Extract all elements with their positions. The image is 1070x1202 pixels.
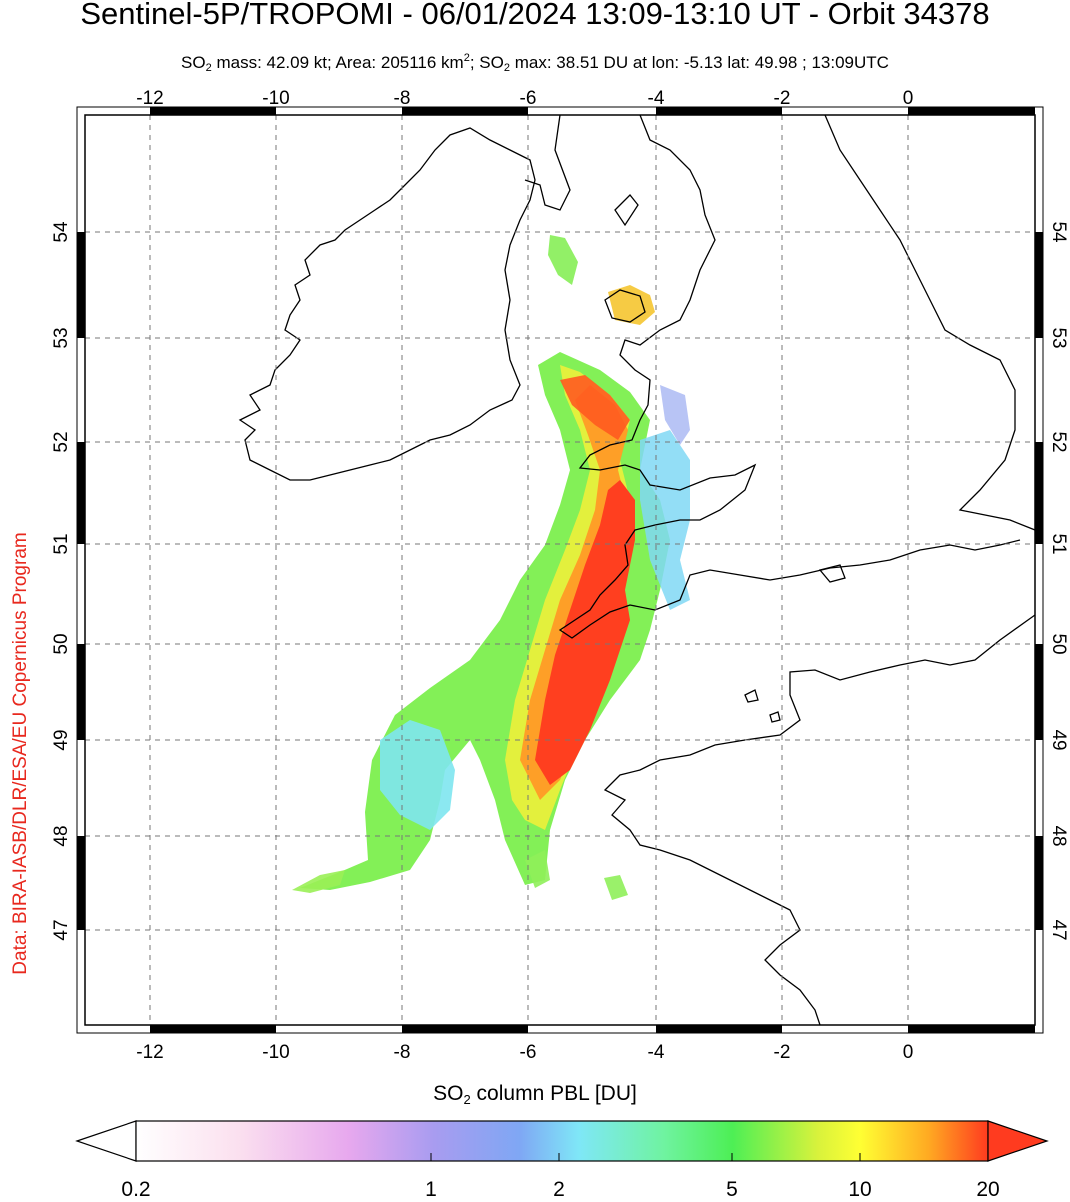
lon-label-bottom-2: -2 [774, 1042, 791, 1063]
coast-isle-of-man [614, 194, 639, 227]
lon-label-top-8: -8 [394, 88, 411, 109]
plume-cyan-west [380, 720, 455, 830]
lat-label-right-54: 54 [1048, 221, 1069, 243]
lon-label-top-2: -2 [774, 88, 791, 109]
colorbar-label-1: 1 [425, 1178, 437, 1201]
lat-label-left-49: 49 [51, 729, 72, 750]
plume-cyan-east [640, 430, 690, 610]
map-border [84, 114, 1036, 1026]
colorbar-title-sub: 2 [463, 1092, 471, 1107]
subtitle-max-text: max: 38.51 DU at lon: -5.13 lat: 49.98 ;… [510, 53, 889, 72]
coast-france [603, 614, 1035, 1025]
plume-red-core [535, 480, 635, 785]
lon-labels-bottom: -12 -10 -8 -6 -4 -2 0 [136, 1042, 913, 1063]
subtitle-max-sub: 2 [503, 62, 510, 74]
lon-label-bottom-4: -4 [648, 1042, 665, 1063]
plume-patch-sw-tail [292, 870, 345, 893]
coastlines [238, 115, 1035, 1025]
lat-label-left-54: 54 [51, 221, 72, 243]
frame-segments [77, 107, 1043, 1033]
frame-right-seg-4 [1035, 232, 1043, 338]
outer-border [76, 106, 1044, 1034]
frame-top-seg-1 [150, 107, 276, 115]
colorbar-title-prefix: SO [433, 1082, 464, 1105]
frame-left-seg-3 [77, 442, 85, 544]
subtitle-max-prefix: ; SO [469, 53, 504, 72]
lon-label-bottom-6: -6 [520, 1042, 537, 1063]
coast-channel-islands [744, 689, 781, 723]
lat-label-left-53: 53 [51, 327, 72, 348]
coast-isle-of-wight [818, 564, 846, 583]
frame-right-seg-2 [1035, 644, 1043, 740]
frame-right-seg-1 [1035, 836, 1043, 930]
colorbar-title-text: column PBL [DU] [470, 1082, 637, 1105]
plume-patch-south [525, 850, 550, 888]
coast-anglesey [604, 289, 646, 323]
coast-england-east [824, 115, 1035, 531]
graticule [85, 115, 1035, 1025]
lat-label-right-52: 52 [1048, 431, 1069, 452]
lon-label-top-0: 0 [903, 88, 914, 109]
lon-labels-top: -12 -10 -8 -6 -4 -2 0 [136, 88, 913, 109]
frame-bottom-seg-2 [402, 1025, 528, 1033]
lat-label-right-53: 53 [1048, 327, 1069, 348]
frame-top-seg-2 [402, 107, 528, 115]
so2-plume [292, 235, 690, 900]
colorbar-label-5: 5 [726, 1178, 738, 1201]
colorbar-title: SO2 column PBL [DU] [0, 1080, 1070, 1114]
frame-bottom-seg-4 [908, 1025, 1035, 1033]
frame-bottom-seg-3 [656, 1025, 782, 1033]
subtitle-mass-prefix: SO [181, 53, 206, 72]
colorbar-high-arrow [987, 1120, 1049, 1162]
subtitle-area-sup: 2 [463, 52, 470, 64]
lon-label-bottom-10: -10 [262, 1042, 289, 1063]
lon-label-bottom-12: -12 [136, 1042, 163, 1063]
colorbar-gradient [135, 1120, 989, 1162]
colorbar-label-0-2: 0.2 [121, 1178, 151, 1201]
plume-blue-east [660, 385, 690, 445]
frame-left-seg-1 [77, 836, 85, 930]
frame-left-seg-2 [77, 644, 85, 740]
lon-label-bottom-8: -8 [394, 1042, 411, 1063]
map-title: Sentinel-5P/TROPOMI - 06/01/2024 13:09-1… [80, 0, 990, 31]
lat-labels-right: 47 48 49 50 51 52 53 54 [1048, 221, 1069, 940]
frame-top-seg-4 [908, 107, 1035, 115]
coast-britain [524, 115, 1021, 639]
frame-right-seg-3 [1035, 442, 1043, 544]
lat-label-left-47: 47 [51, 919, 72, 940]
colorbar [75, 1120, 1049, 1162]
plume-patch-north [548, 235, 578, 285]
plume-red-north [560, 375, 630, 440]
colorbar-label-20: 20 [976, 1178, 1000, 1201]
plume-patch-anglesey [608, 285, 655, 325]
frame-bottom-seg-1 [150, 1025, 276, 1033]
lat-label-left-50: 50 [51, 633, 72, 654]
colorbar-low-arrow [75, 1120, 137, 1162]
lon-label-top-6: -6 [520, 88, 537, 109]
lat-label-left-48: 48 [51, 825, 72, 846]
lat-label-right-51: 51 [1048, 533, 1069, 554]
subtitle-mass-text: mass: 42.09 kt; Area: 205116 km [211, 53, 464, 72]
lat-labels-left: 47 48 49 50 51 52 53 54 [51, 221, 72, 941]
colorbar-label-2: 2 [553, 1178, 565, 1201]
plume-patch-brittany [604, 875, 628, 900]
lat-label-right-50: 50 [1048, 633, 1069, 654]
lat-label-right-48: 48 [1048, 825, 1069, 846]
lat-label-right-49: 49 [1048, 729, 1069, 750]
lon-label-top-12: -12 [136, 88, 163, 109]
lat-label-left-52: 52 [51, 431, 72, 452]
coast-ireland [238, 127, 536, 481]
lon-label-top-4: -4 [648, 88, 665, 109]
subtitle-mass-sub: 2 [205, 62, 212, 74]
lon-label-top-10: -10 [262, 88, 289, 109]
lon-label-bottom-0: 0 [903, 1042, 914, 1063]
lat-label-left-51: 51 [51, 533, 72, 554]
map-subtitle: SO2 mass: 42.09 kt; Area: 205116 km2; SO… [0, 46, 1070, 80]
frame-left-seg-4 [77, 232, 85, 338]
colorbar-label-10: 10 [848, 1178, 872, 1201]
frame-top-seg-3 [656, 107, 782, 115]
lat-label-right-47: 47 [1048, 919, 1069, 940]
